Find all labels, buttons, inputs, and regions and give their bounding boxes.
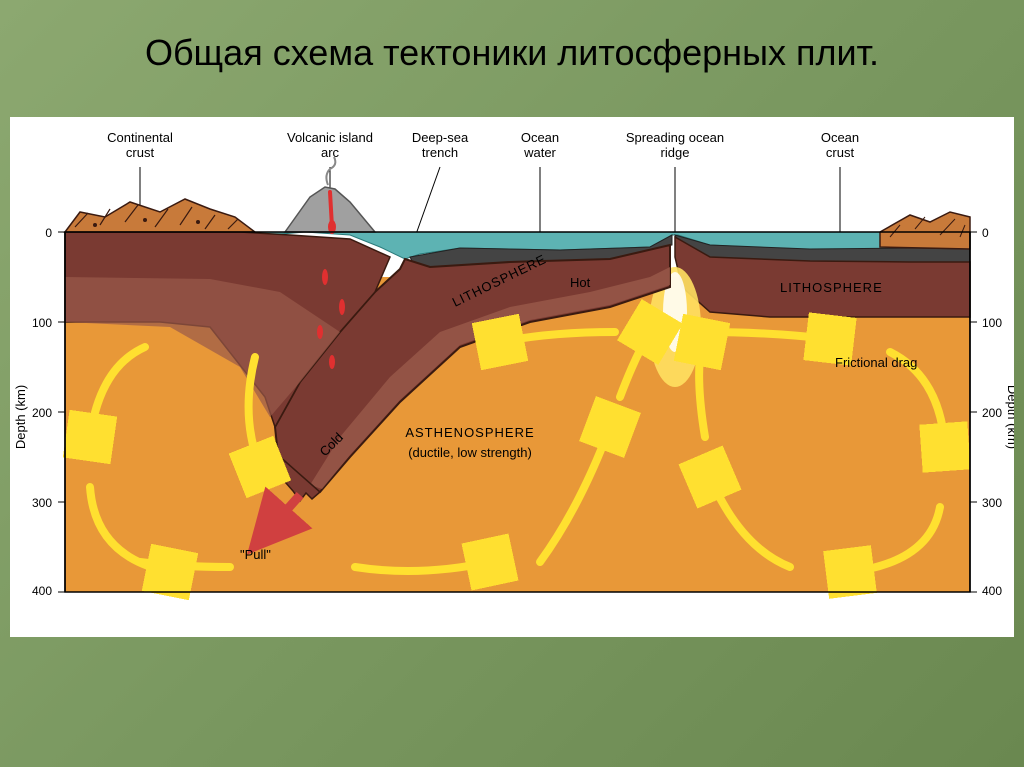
axis-title-left: Depth (km) [13,385,28,449]
axis-title-right: Depth (km) [1005,385,1014,449]
label-continental-crust-2: crust [126,145,155,160]
ytick-l-200: 200 [32,406,52,420]
ytick-r-100: 100 [982,316,1002,330]
ytick-r-300: 300 [982,496,1002,510]
ytick-l-100: 100 [32,316,52,330]
label-hot: Hot [570,275,591,290]
slide-title: Общая схема тектоники литосферных плит. [0,0,1024,97]
top-labels: Continental crust Volcanic island arc De… [107,130,859,160]
label-asthenosphere-sub: (ductile, low strength) [408,445,532,460]
label-volcanic-2: arc [321,145,340,160]
label-continental-crust-1: Continental [107,130,173,145]
continental-crust-right [880,212,970,249]
ytick-l-400: 400 [32,584,52,598]
label-pull: "Pull" [240,547,271,562]
ytick-r-0: 0 [982,226,989,240]
tectonics-diagram: Continental crust Volcanic island arc De… [10,117,1014,637]
label-ocean-crust-2: crust [826,145,855,160]
label-ridge-1: Spreading ocean [626,130,724,145]
label-lithosphere-right: LITHOSPHERE [780,280,883,295]
label-trench-2: trench [422,145,458,160]
continental-crust-left [65,199,255,232]
label-ridge-2: ridge [661,145,690,160]
diagram-svg: Continental crust Volcanic island arc De… [10,117,1014,637]
label-ocean-crust-1: Ocean [821,130,859,145]
label-ocean-water-1: Ocean [521,130,559,145]
label-frictional-drag: Frictional drag [835,355,917,370]
depth-axis-left: 0 100 200 300 400 Depth (km) [13,226,65,598]
depth-axis-right: 0 100 200 300 400 Depth (km) [970,226,1014,598]
label-volcanic-1: Volcanic island [287,130,373,145]
ytick-l-0: 0 [45,226,52,240]
label-trench-1: Deep-sea [412,130,469,145]
label-asthenosphere: ASTHENOSPHERE [405,425,534,440]
ytick-l-300: 300 [32,496,52,510]
label-ocean-water-2: water [523,145,556,160]
ytick-r-400: 400 [982,584,1002,598]
ytick-r-200: 200 [982,406,1002,420]
